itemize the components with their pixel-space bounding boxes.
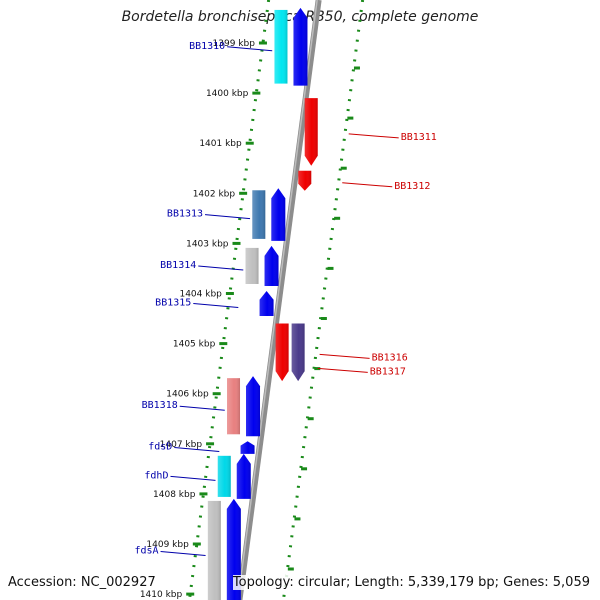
tick-label: 1409 kbp bbox=[146, 540, 189, 550]
gene-arrow-bb1316-shade bbox=[275, 323, 289, 382]
gene-arrow-bb1312-shade bbox=[298, 170, 312, 191]
gene-label-bb1317: BB1317 bbox=[370, 366, 406, 377]
left-dotted-guide bbox=[187, 0, 271, 600]
gene-label-layer: BB1310 BB1311 BB1312 BB1313 BB1314 BB1315 BB13… bbox=[134, 41, 436, 557]
topology-text: Topology: circular; Length: 5,339,179 bp… bbox=[232, 575, 590, 590]
gene-arrow-bb1318-shade bbox=[246, 376, 261, 437]
cog-bar-shade bbox=[217, 455, 231, 497]
tick-label: 1405 kbp bbox=[173, 340, 216, 350]
label-leader bbox=[205, 214, 251, 220]
label-leader bbox=[319, 353, 370, 359]
tick-label: 1399 kbp bbox=[213, 39, 256, 49]
tick-label: 1404 kbp bbox=[179, 290, 222, 300]
label-leader bbox=[170, 475, 216, 481]
gene-label-fdsd: fdsD bbox=[148, 442, 172, 453]
gene-label-bb1312: BB1312 bbox=[394, 181, 430, 192]
gene-label-bb1314: BB1314 bbox=[160, 260, 196, 271]
label-leader bbox=[174, 447, 220, 453]
tick-label: 1401 kbp bbox=[199, 139, 242, 149]
label-leader bbox=[342, 182, 393, 188]
gene-arrow-bb1313-shade bbox=[271, 188, 286, 241]
genome-backbone bbox=[236, 0, 322, 600]
label-leader bbox=[317, 367, 368, 373]
gene-label-bb1316: BB1316 bbox=[372, 352, 408, 363]
gene-arrow-bb1310-shade bbox=[293, 7, 308, 86]
right-dotted-guide bbox=[281, 0, 365, 600]
label-leader bbox=[227, 46, 273, 52]
gene-arrow-bb1314-shade bbox=[264, 245, 279, 286]
accession-text: Accession: NC_002927 bbox=[8, 575, 156, 590]
gene-label-bb1310: BB1310 bbox=[189, 41, 225, 52]
tick-label: 1400 kbp bbox=[206, 89, 249, 99]
gene-label-bb1315: BB1315 bbox=[155, 298, 191, 309]
gene-label-fdhd: fdhD bbox=[144, 470, 168, 481]
tick-label: 1406 kbp bbox=[166, 390, 209, 400]
gene-arrow-fdhd-shade bbox=[236, 453, 251, 499]
backbone-line bbox=[236, 0, 322, 600]
gene-arrow-bb1311-shade bbox=[304, 98, 318, 166]
label-leader bbox=[198, 265, 244, 271]
cog-bar-shade bbox=[252, 190, 266, 239]
gene-label-bb1318: BB1318 bbox=[142, 400, 178, 411]
cog-bar-shade bbox=[245, 247, 259, 284]
gene-layer bbox=[207, 7, 318, 600]
gene-label-bb1313: BB1313 bbox=[167, 209, 203, 220]
gene-arrow-bb1315-shade bbox=[259, 290, 274, 317]
label-leader bbox=[179, 405, 225, 411]
gene-arrow-fdsd-shade bbox=[240, 441, 255, 454]
cog-bar-shade bbox=[274, 9, 288, 84]
label-leader bbox=[348, 133, 399, 139]
tick-label: 1407 kbp bbox=[160, 440, 203, 450]
dotted-guide-lines bbox=[187, 0, 365, 600]
tick-label: 1403 kbp bbox=[186, 239, 229, 249]
tick-label: 1402 kbp bbox=[193, 189, 236, 199]
tick-label: 1410 kbp bbox=[140, 590, 183, 600]
cog-bar-shade bbox=[227, 378, 241, 435]
cog-bar-shade bbox=[207, 500, 221, 600]
gene-label-fdsa: fdsA bbox=[134, 546, 158, 557]
backbone-highlight bbox=[237, 0, 318, 600]
tick-label: 1408 kbp bbox=[153, 490, 196, 500]
gene-arrow-bb1317-shade bbox=[291, 323, 305, 382]
tick-layer: 1399 kbp 1400 kbp 1401 kbp 1402 kbp 1403 kbp… bbox=[140, 39, 360, 600]
gene-label-bb1311: BB1311 bbox=[401, 132, 437, 143]
gene-arrow-fdsa-shade bbox=[226, 498, 241, 600]
label-leader bbox=[160, 551, 206, 557]
label-leader bbox=[193, 303, 239, 309]
